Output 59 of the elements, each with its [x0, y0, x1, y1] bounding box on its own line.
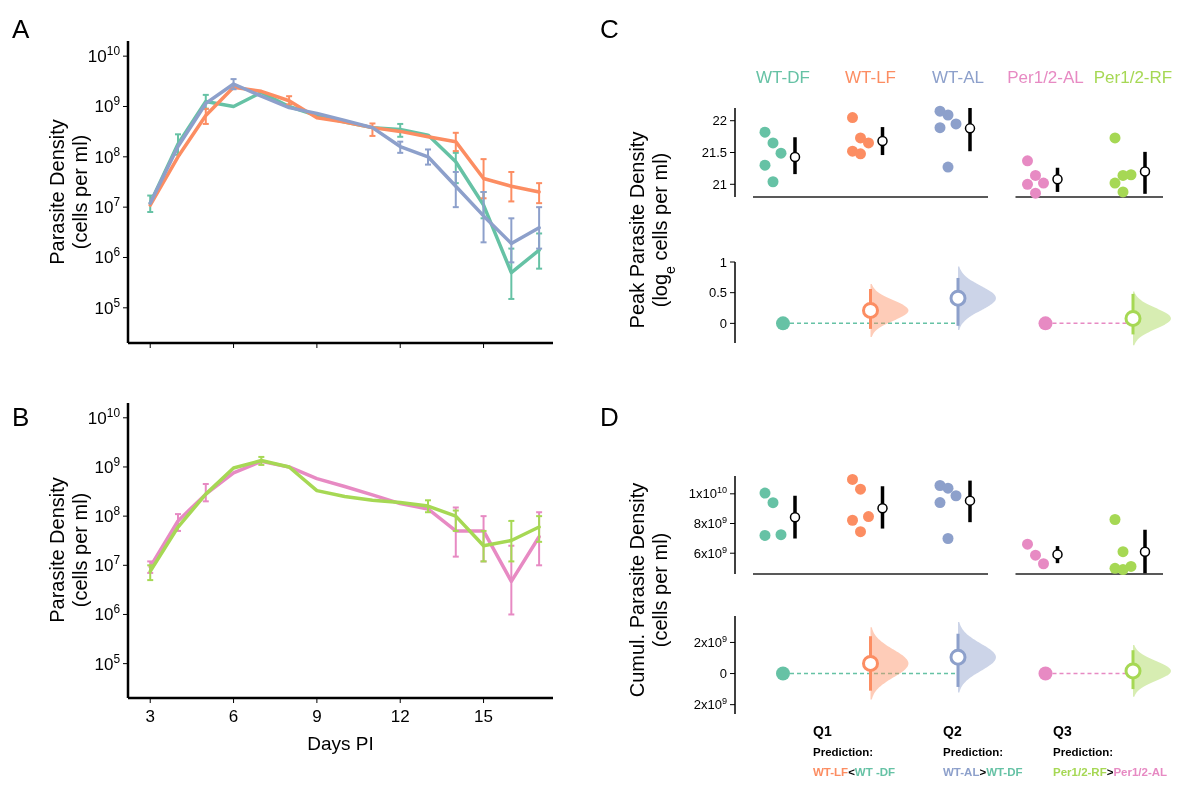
y-axis-title: Parasite Density (cells per ml)	[45, 119, 91, 265]
text: Q3	[1053, 723, 1072, 739]
y-tick-label: 1	[719, 254, 727, 270]
y-tick-label: 8x10$^{9}$	[693, 515, 727, 532]
y-axis-title: Parasite Density (cells per ml)	[45, 477, 91, 623]
y-tick-label: 10$^{9}$	[94, 94, 121, 117]
text: Prediction:	[943, 746, 1004, 758]
chart-title: C	[600, 14, 619, 44]
point	[1038, 316, 1053, 331]
point	[949, 648, 967, 666]
text: Q1	[813, 723, 832, 739]
chart-title: B	[12, 402, 30, 432]
x-tick-label: 12	[390, 707, 410, 726]
y-tick-label: 10$^{9}$	[94, 454, 121, 477]
y-tick-label: 21	[712, 176, 727, 192]
y-tick-label: 22	[712, 113, 727, 129]
point	[862, 301, 879, 319]
text: WT-LF<WT -DF	[813, 766, 896, 778]
y-tick-label: 1x10$^{10}$	[688, 485, 727, 502]
point	[862, 654, 879, 672]
y-tick-label: 0	[719, 666, 727, 682]
chart-title: A	[12, 14, 30, 44]
y-tick-label: 10$^{5}$	[94, 295, 121, 318]
point	[1124, 309, 1142, 327]
point	[1038, 666, 1053, 681]
text: Q2	[943, 723, 962, 739]
point	[949, 289, 967, 307]
text: Prediction:	[1053, 746, 1114, 758]
x-tick-label: WT-LF	[845, 68, 896, 87]
y-tick-label: 10$^{8}$	[94, 504, 121, 527]
chart-title: D	[600, 402, 619, 432]
y-tick-label: 10$^{7}$	[94, 553, 121, 576]
x-tick-label: Per1/2-RF	[1093, 68, 1173, 87]
y-tick-label: 10$^{5}$	[94, 651, 121, 674]
text: WT-AL>WT-DF	[943, 766, 1023, 778]
y-tick-label: 10$^{8}$	[94, 144, 121, 167]
text: Per1/2-RF>Per1/2-AL	[1053, 766, 1168, 778]
y-axis-title: Cumul. Parasite Density (cells per ml)	[625, 482, 671, 698]
y-tick-label: 10$^{10}$	[87, 44, 121, 67]
y-tick-label: 10$^{6}$	[94, 245, 121, 268]
x-tick-label: WT-AL	[932, 68, 984, 87]
x-tick-label: Per1/2-AL	[1007, 68, 1084, 87]
y-tick-label: 0.5	[708, 285, 727, 301]
y-tick-label: 2x10$^{9}$	[693, 633, 727, 650]
x-tick-label: 9	[312, 707, 322, 726]
y-tick-label: 10$^{10}$	[87, 405, 121, 428]
point	[1124, 662, 1142, 680]
x-tick-label: 6	[228, 707, 239, 726]
y-tick-label: 2x10$^{9}$	[693, 696, 727, 713]
x-axis-title: Days PI	[307, 733, 374, 754]
y-tick-label: 0	[719, 315, 727, 331]
y-tick-label: 6x10$^{9}$	[693, 544, 727, 561]
x-tick-label: WT-DF	[756, 68, 810, 87]
y-tick-label: 10$^{7}$	[94, 195, 121, 218]
x-tick-label: 3	[145, 707, 155, 726]
y-tick-label: 21.5	[701, 145, 727, 161]
text: Prediction:	[813, 746, 874, 758]
x-tick-label: 15	[474, 707, 494, 726]
y-tick-label: 10$^{6}$	[94, 602, 121, 625]
